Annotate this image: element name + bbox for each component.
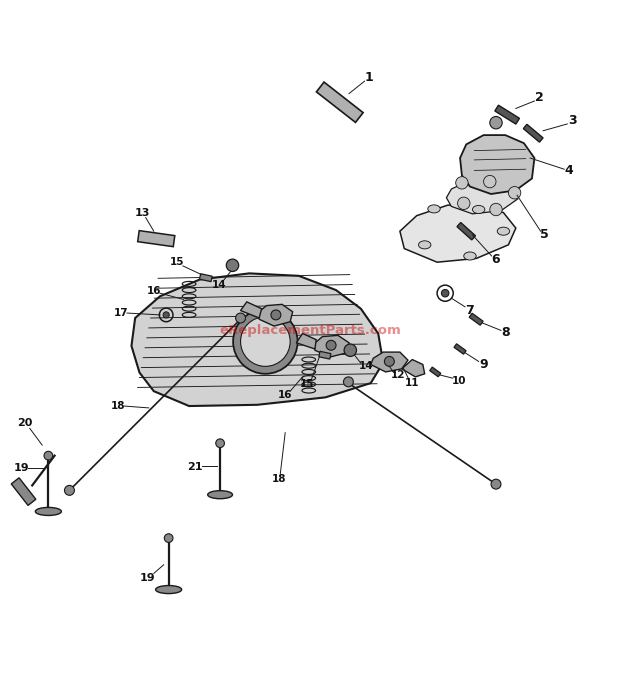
Text: 12: 12	[391, 370, 405, 380]
Text: 4: 4	[565, 164, 574, 177]
Circle shape	[384, 357, 394, 366]
Circle shape	[233, 309, 298, 374]
Text: 16: 16	[278, 390, 293, 400]
Text: 17: 17	[114, 308, 129, 318]
Polygon shape	[469, 313, 483, 325]
Text: eReplacementParts.com: eReplacementParts.com	[219, 324, 401, 337]
Polygon shape	[241, 302, 262, 318]
Text: 20: 20	[17, 418, 32, 429]
Polygon shape	[454, 344, 466, 354]
Polygon shape	[316, 82, 363, 122]
Text: 11: 11	[405, 378, 420, 388]
Polygon shape	[11, 478, 36, 505]
Text: 15: 15	[169, 257, 184, 267]
Polygon shape	[457, 223, 476, 240]
Ellipse shape	[156, 586, 182, 593]
Text: 14: 14	[212, 280, 227, 290]
Polygon shape	[460, 135, 534, 194]
Circle shape	[343, 377, 353, 387]
Polygon shape	[400, 205, 516, 262]
Text: 13: 13	[135, 207, 150, 218]
Circle shape	[441, 290, 449, 297]
Text: 14: 14	[358, 362, 373, 371]
Polygon shape	[257, 304, 293, 326]
Polygon shape	[314, 335, 349, 357]
Text: 21: 21	[187, 462, 202, 472]
Circle shape	[44, 452, 53, 460]
Circle shape	[241, 317, 290, 366]
Text: 6: 6	[492, 253, 500, 266]
Ellipse shape	[464, 252, 476, 260]
Polygon shape	[138, 230, 175, 246]
Circle shape	[491, 480, 501, 489]
Circle shape	[458, 197, 470, 209]
Polygon shape	[495, 105, 520, 124]
Text: 18: 18	[110, 401, 125, 411]
Circle shape	[236, 313, 246, 323]
Text: 3: 3	[568, 114, 577, 127]
Polygon shape	[523, 124, 543, 142]
Text: 19: 19	[14, 463, 30, 473]
Polygon shape	[430, 367, 441, 377]
Text: 5: 5	[540, 228, 549, 241]
Polygon shape	[402, 359, 425, 377]
Circle shape	[163, 312, 169, 318]
Polygon shape	[446, 179, 518, 214]
Polygon shape	[296, 334, 316, 349]
Circle shape	[490, 117, 502, 129]
Circle shape	[216, 439, 224, 447]
Text: 9: 9	[479, 358, 488, 371]
Ellipse shape	[428, 205, 440, 213]
Circle shape	[484, 175, 496, 188]
Ellipse shape	[208, 491, 232, 499]
Circle shape	[508, 186, 521, 199]
Polygon shape	[371, 352, 408, 372]
Circle shape	[164, 534, 173, 542]
Circle shape	[326, 341, 336, 350]
Ellipse shape	[472, 205, 485, 214]
Polygon shape	[319, 351, 331, 359]
Text: 8: 8	[502, 327, 510, 339]
Text: 1: 1	[365, 71, 373, 84]
Text: 18: 18	[272, 474, 286, 484]
Polygon shape	[200, 274, 212, 282]
Ellipse shape	[35, 507, 61, 515]
Ellipse shape	[497, 227, 510, 235]
Text: 16: 16	[146, 286, 161, 297]
Text: 19: 19	[140, 573, 156, 584]
Circle shape	[456, 177, 468, 189]
Polygon shape	[131, 274, 383, 406]
Text: 15: 15	[300, 379, 315, 389]
Circle shape	[64, 485, 74, 496]
Circle shape	[490, 203, 502, 216]
Circle shape	[271, 310, 281, 320]
Text: 7: 7	[465, 304, 474, 317]
Circle shape	[226, 259, 239, 272]
Circle shape	[344, 344, 356, 357]
Text: 10: 10	[451, 376, 466, 385]
Ellipse shape	[418, 241, 431, 249]
Text: 2: 2	[535, 91, 544, 105]
